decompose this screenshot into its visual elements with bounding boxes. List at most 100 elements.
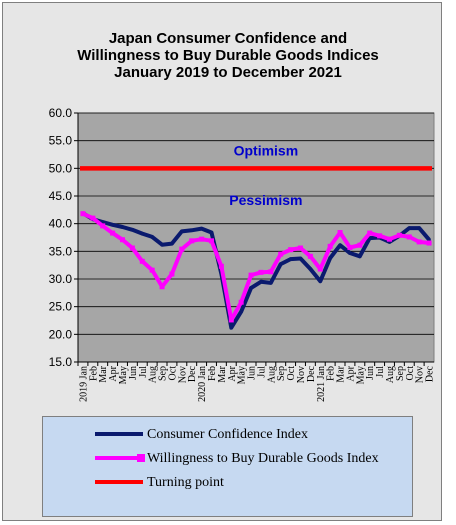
x-tick-label-22: Nov <box>296 366 307 383</box>
point-consumer-confidence-19 <box>269 281 273 285</box>
point-consumer-confidence-3 <box>110 222 115 227</box>
x-tick-label-19: Aug <box>266 366 277 383</box>
point-willingness-9 <box>169 271 175 277</box>
point-consumer-confidence-4 <box>120 225 125 229</box>
x-tick-label-21: Oct <box>286 366 297 381</box>
legend-label-willingness: Willingness to Buy Durable Goods Index <box>147 451 379 466</box>
point-willingness-34 <box>416 239 422 245</box>
point-willingness-14 <box>218 263 224 269</box>
x-tick-label-15: Apr <box>227 365 238 381</box>
point-consumer-confidence-21 <box>288 257 293 261</box>
point-consumer-confidence-5 <box>130 227 135 232</box>
x-tick-label-23: Dec <box>306 365 317 382</box>
y-tick-label-9: 60.0 <box>49 106 73 120</box>
point-willingness-8 <box>159 284 165 290</box>
point-consumer-confidence-23 <box>308 267 313 271</box>
point-willingness-30 <box>377 233 383 239</box>
legend: Consumer Confidence Index Willingness to… <box>42 416 413 517</box>
title-line-3: January 2019 to December 2021 <box>114 64 342 81</box>
point-willingness-20 <box>278 251 284 257</box>
x-tick-label-13: Feb <box>207 366 218 381</box>
x-tick-label-35: Dec <box>425 365 436 382</box>
x-tick-label-14: Mar <box>217 365 228 382</box>
legend-item-consumer-confidence: Consumer Confidence Index <box>43 424 414 446</box>
point-willingness-35 <box>426 240 432 246</box>
x-tick-label-17: Jun <box>247 366 258 380</box>
point-willingness-19 <box>268 269 274 275</box>
point-willingness-23 <box>307 253 313 259</box>
x-tick-label-30: Jul <box>375 366 386 378</box>
line-chart: 15.0 20.0 25.0 30.0 35.0 40.0 45.0 50.0 55.0 60.0… <box>49 106 436 402</box>
point-consumer-confidence-17 <box>249 286 253 290</box>
x-tick-label-18: Jul <box>256 366 267 378</box>
annotation-optimism: Optimism <box>234 143 299 159</box>
x-tick-label-33: Oct <box>405 366 416 381</box>
point-consumer-confidence-15 <box>229 325 234 330</box>
point-consumer-confidence-16 <box>239 309 243 314</box>
y-tick-label-6: 45.0 <box>49 189 73 203</box>
annotation-pessimism: Pessimism <box>229 192 302 208</box>
point-willingness-3 <box>110 230 116 236</box>
point-willingness-17 <box>248 272 254 278</box>
x-tick-label-3: Apr <box>108 365 119 381</box>
point-willingness-10 <box>179 246 185 252</box>
x-tick-label-9: Oct <box>167 366 178 381</box>
x-tick-label-1: Feb <box>88 366 99 381</box>
point-consumer-confidence-10 <box>180 229 184 234</box>
point-willingness-33 <box>406 234 412 240</box>
point-willingness-16 <box>238 299 244 305</box>
point-consumer-confidence-7 <box>150 235 154 239</box>
x-tick-label-32: Sep <box>395 366 406 381</box>
point-consumer-confidence-8 <box>160 242 164 247</box>
point-willingness-26 <box>337 230 343 236</box>
point-willingness-1 <box>90 215 96 221</box>
x-tick-label-10: Nov <box>177 366 188 383</box>
point-consumer-confidence-11 <box>189 228 194 233</box>
y-tick-label-0: 15.0 <box>49 355 73 369</box>
x-tick-label-7: Aug <box>148 366 159 383</box>
point-willingness-12 <box>199 236 205 242</box>
x-tick-label-27: Apr <box>345 365 356 381</box>
x-tick-label-0: 2019 Jan <box>78 366 89 402</box>
point-willingness-31 <box>387 236 392 242</box>
point-consumer-confidence-20 <box>278 262 283 266</box>
y-tick-label-5: 40.0 <box>49 217 73 231</box>
point-willingness-0 <box>80 211 86 217</box>
point-willingness-15 <box>228 317 234 323</box>
x-tick-label-28: May <box>355 366 366 384</box>
x-tick-label-5: Jun <box>128 366 139 380</box>
y-tick-label-8: 55.0 <box>49 134 73 148</box>
x-tick-label-12: 2020 Jan <box>197 366 208 402</box>
point-willingness-11 <box>189 238 195 244</box>
point-consumer-confidence-28 <box>358 254 362 259</box>
title-line-2: Willingness to Buy Durable Goods Indices <box>77 47 379 64</box>
x-tick-label-20: Sep <box>276 366 287 381</box>
x-tick-label-11: Dec <box>187 365 198 382</box>
point-consumer-confidence-27 <box>348 251 352 255</box>
point-willingness-29 <box>367 230 373 236</box>
point-consumer-confidence-25 <box>328 256 332 260</box>
x-tick-label-6: Jul <box>138 366 149 378</box>
x-tick-label-2: Mar <box>98 365 109 382</box>
point-willingness-24 <box>317 266 323 272</box>
point-willingness-22 <box>298 245 303 251</box>
legend-label-consumer-confidence: Consumer Confidence Index <box>147 427 308 442</box>
point-willingness-25 <box>327 243 333 249</box>
y-tick-label-3: 30.0 <box>49 272 73 286</box>
point-willingness-13 <box>209 238 214 244</box>
x-tick-label-24: 2021 Jan <box>316 366 327 402</box>
legend-item-willingness: Willingness to Buy Durable Goods Index <box>43 448 414 470</box>
point-consumer-confidence-26 <box>338 243 342 248</box>
legend-label-turning-point: Turning point <box>147 475 224 490</box>
x-tick-label-4: May <box>118 366 129 384</box>
point-consumer-confidence-13 <box>209 230 214 235</box>
y-tick-label-7: 50.0 <box>49 161 73 175</box>
x-tick-label-16: May <box>237 366 248 384</box>
title-line-1: Japan Consumer Confidence and <box>108 30 348 47</box>
point-consumer-confidence-9 <box>170 241 174 246</box>
point-willingness-5 <box>129 245 135 251</box>
point-consumer-confidence-12 <box>199 226 204 231</box>
x-tick-label-25: Feb <box>326 366 337 381</box>
point-consumer-confidence-34 <box>417 226 421 230</box>
point-willingness-6 <box>139 258 145 264</box>
